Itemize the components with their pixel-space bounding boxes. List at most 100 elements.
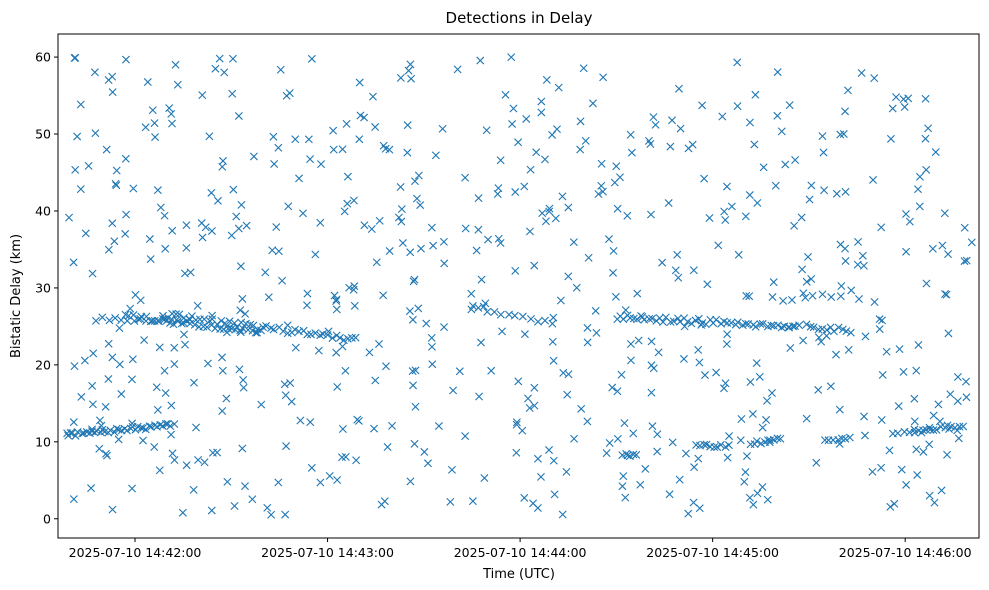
detection-point	[621, 306, 630, 315]
detection-point	[306, 418, 315, 427]
detection-point	[338, 145, 347, 154]
detection-point	[148, 106, 157, 115]
detection-point	[126, 304, 135, 313]
detection-point	[156, 203, 165, 212]
detection-point	[121, 154, 130, 163]
detection-point	[713, 443, 722, 452]
detection-point	[924, 124, 933, 133]
y-tick-label: 0	[43, 511, 51, 526]
detection-point	[108, 72, 117, 81]
detection-point	[509, 104, 518, 113]
detection-point	[97, 421, 106, 430]
detection-point	[815, 333, 823, 342]
detection-point	[752, 437, 761, 446]
detection-point	[689, 498, 698, 507]
detection-point	[676, 124, 685, 133]
detection-point	[108, 88, 117, 97]
detection-point	[161, 244, 170, 253]
detection-point	[745, 191, 754, 200]
detection-point	[940, 209, 949, 218]
x-tick-label: 2025-07-10 14:46:00	[839, 545, 972, 560]
detection-point	[755, 372, 764, 381]
detection-point	[885, 446, 894, 455]
detection-point	[632, 450, 641, 459]
detection-point	[101, 449, 110, 458]
detection-point	[408, 315, 417, 324]
detection-point	[343, 172, 352, 181]
detection-point	[65, 213, 74, 222]
detection-point	[750, 140, 759, 149]
detection-point	[668, 438, 677, 447]
detection-point	[647, 388, 656, 397]
detection-point	[338, 453, 346, 462]
detection-point	[329, 126, 338, 135]
detection-point	[700, 174, 709, 183]
detection-point	[653, 447, 662, 456]
detection-point	[809, 323, 818, 332]
detection-point	[367, 225, 376, 233]
detection-point	[414, 304, 423, 313]
detection-point	[279, 327, 288, 336]
detection-point	[961, 377, 970, 386]
detection-point	[173, 80, 182, 89]
detection-point	[81, 229, 90, 238]
detection-point	[680, 322, 689, 331]
detection-point	[702, 440, 711, 449]
detection-point	[203, 359, 212, 368]
detection-point	[422, 319, 431, 328]
detection-point	[638, 313, 647, 321]
detection-point	[654, 348, 663, 357]
detection-point	[668, 116, 677, 125]
detection-point	[355, 135, 364, 144]
detection-point	[922, 279, 931, 288]
detection-point	[410, 439, 419, 448]
detection-point	[905, 217, 914, 226]
detection-point	[479, 302, 488, 311]
detection-point	[129, 184, 138, 193]
detection-point	[69, 495, 78, 504]
detection-point	[268, 246, 277, 255]
detection-point	[311, 250, 320, 259]
detection-point	[180, 330, 188, 339]
detection-point	[410, 177, 419, 186]
detection-point	[549, 356, 558, 365]
detection-point	[494, 234, 503, 243]
detection-point	[526, 165, 535, 174]
detection-point	[802, 414, 811, 423]
detection-point	[613, 434, 622, 443]
detection-point	[648, 422, 657, 431]
detection-point	[564, 370, 573, 379]
detection-point	[207, 506, 216, 515]
detection-point	[508, 119, 517, 128]
detection-point	[238, 324, 247, 333]
detection-point	[737, 415, 746, 423]
detection-point	[234, 111, 243, 120]
detection-point	[172, 310, 181, 319]
detection-point	[962, 256, 971, 265]
detection-point	[316, 218, 325, 227]
detection-point	[332, 348, 341, 357]
detection-point	[286, 379, 295, 387]
detection-point	[690, 463, 699, 472]
detection-point	[168, 119, 176, 128]
detection-point	[201, 223, 210, 232]
detection-point	[173, 317, 182, 326]
detection-point	[332, 295, 341, 304]
detection-point	[836, 292, 845, 301]
detection-point	[746, 378, 755, 386]
detection-point	[411, 402, 420, 411]
detection-point	[303, 289, 312, 298]
detection-point	[371, 376, 380, 385]
detection-point	[338, 342, 347, 351]
detection-point	[461, 173, 470, 182]
detection-point	[223, 477, 232, 486]
detection-point	[467, 289, 476, 298]
detection-point	[409, 381, 418, 390]
detection-point	[564, 272, 573, 281]
detection-point	[785, 101, 794, 110]
detection-point	[773, 111, 782, 120]
detection-point	[736, 436, 745, 445]
detection-point	[511, 188, 520, 197]
detection-point	[538, 209, 547, 218]
